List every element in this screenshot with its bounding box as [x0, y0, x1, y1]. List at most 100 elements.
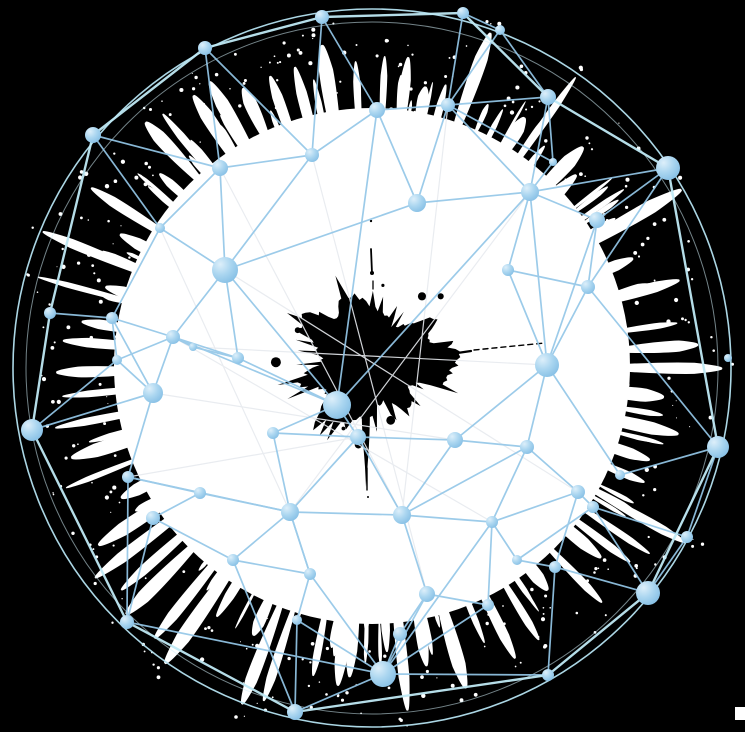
network-edge [516, 559, 556, 568]
spatter-dot [662, 217, 667, 222]
spike-speck [161, 100, 163, 102]
spatter-dot [80, 216, 83, 220]
spike-minor [490, 101, 526, 162]
network-node [21, 419, 43, 441]
network-edge [447, 104, 531, 193]
spatter-dot [339, 80, 342, 83]
spatter-dot [413, 110, 416, 113]
network-edge [192, 346, 548, 366]
network-edge [296, 573, 311, 621]
network-edge [289, 511, 311, 575]
spatter-dot [530, 587, 534, 592]
network-node [189, 343, 197, 351]
network-edge [596, 167, 669, 221]
spike [410, 576, 429, 667]
network-edge [272, 432, 291, 513]
spatter-dot [274, 106, 278, 110]
spatter-dot [106, 396, 108, 398]
mesh-edges [31, 12, 719, 713]
spike-speck [497, 21, 502, 26]
network-edge [462, 12, 501, 31]
spike-minor [505, 562, 539, 612]
spike-speck [355, 43, 358, 47]
network-edge [357, 436, 403, 516]
network-node [106, 312, 118, 324]
spike-speck [634, 563, 639, 568]
spike-speck [503, 104, 507, 108]
network-edge [507, 269, 589, 288]
spike-speck [624, 205, 629, 210]
network-edge [529, 96, 549, 193]
spike-minor [270, 110, 292, 165]
network-edge [224, 269, 239, 359]
spike-minor [577, 479, 634, 511]
spike-rays [26, 20, 734, 727]
spike-speck [672, 404, 674, 406]
network-node [143, 383, 163, 403]
spike-speck [590, 148, 594, 151]
spike-speck [604, 614, 607, 617]
spatter-dot [267, 617, 269, 620]
spatter-dot [42, 326, 45, 329]
network-edge [529, 191, 598, 221]
network-edge [294, 619, 298, 713]
network-edge [401, 514, 493, 523]
spatter-dot [93, 272, 96, 275]
network-edge [382, 604, 489, 675]
spike-speck [207, 626, 211, 630]
spatter-dot [147, 182, 151, 186]
network-edge [592, 506, 649, 594]
spike-speck [420, 675, 424, 679]
spike-minor [332, 602, 342, 657]
spatter-dot [98, 382, 102, 386]
spike [568, 362, 723, 374]
spike-speck [485, 20, 489, 24]
spike-speck [514, 665, 517, 668]
spatter-dot [575, 611, 579, 615]
spike-speck [425, 669, 429, 674]
spatter-dot [289, 611, 294, 615]
network-node [305, 148, 319, 162]
spatter-dot [101, 470, 106, 474]
network-node [535, 353, 559, 377]
network-edge [127, 392, 154, 478]
spike-speck [637, 255, 641, 258]
spatter-dot [691, 366, 693, 368]
spike [90, 187, 209, 263]
network-edge [447, 96, 549, 106]
spike-minor [598, 283, 648, 299]
network-node [350, 429, 366, 445]
ink-spatter [36, 22, 713, 715]
spike [414, 86, 429, 144]
spatter-dot [538, 100, 541, 103]
spike-speck [712, 349, 715, 352]
network-edge [219, 167, 403, 516]
network-edge [619, 446, 719, 476]
spatter-dot [301, 658, 304, 661]
spatter-dot [56, 266, 58, 268]
spatter-dot [311, 33, 316, 38]
spatter-dot [502, 605, 504, 607]
spatter-dot [238, 104, 242, 108]
spatter-dot [120, 159, 126, 164]
network-edge [48, 133, 95, 315]
spike-speck [286, 53, 291, 58]
spike [457, 109, 504, 199]
network-edge [289, 511, 403, 516]
spatter-dot [634, 300, 639, 306]
network-node [549, 158, 557, 166]
ink-dashed-line [473, 342, 546, 351]
spike-minor [560, 186, 609, 223]
spike-speck [239, 641, 242, 643]
spike [37, 276, 197, 320]
outer-circle [12, 8, 732, 728]
spike-speck [525, 108, 528, 111]
spatter-dot [207, 572, 210, 574]
spatter-dot [104, 495, 110, 500]
spatter-dot [86, 252, 92, 257]
spike-speck [578, 65, 583, 70]
network-edge [547, 96, 554, 163]
spike-speck [540, 617, 546, 622]
spike [56, 366, 178, 378]
spike [490, 174, 578, 256]
